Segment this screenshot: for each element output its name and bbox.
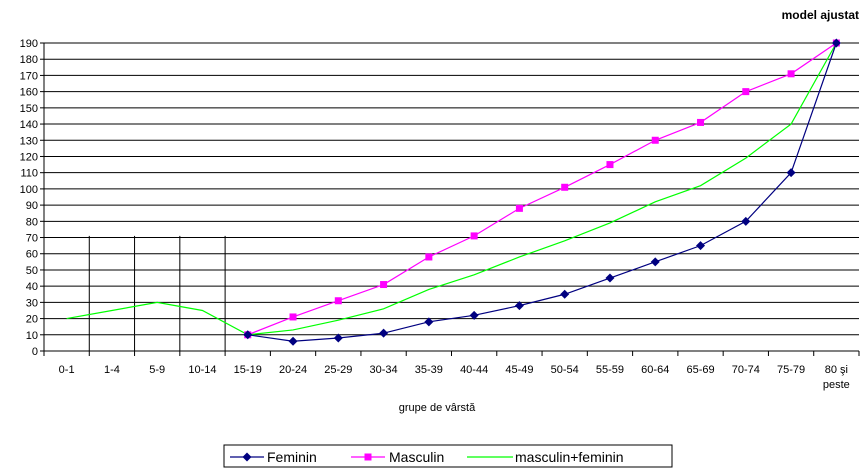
point-feminin: [333, 333, 343, 343]
point-feminin: [469, 310, 479, 320]
x-tick-label: 30-34: [370, 364, 398, 376]
y-tick-label: 120: [20, 151, 38, 163]
point-feminin: [741, 216, 751, 226]
legend-box: [223, 444, 673, 468]
point-masculin: [334, 297, 342, 305]
y-tick-label: 100: [20, 184, 38, 196]
point-feminin: [560, 289, 570, 299]
point-masculin: [425, 253, 433, 261]
y-tick-label: 160: [20, 87, 38, 99]
point-feminin: [650, 257, 660, 267]
y-tick-label: 170: [20, 70, 38, 82]
y-tick-label: 140: [20, 119, 38, 131]
point-feminin: [514, 301, 524, 311]
point-feminin: [831, 38, 841, 48]
x-tick-label: 20-24: [279, 364, 307, 376]
y-tick-label: 190: [20, 38, 38, 50]
gridlines: [44, 42, 859, 336]
point-feminin: [379, 328, 389, 338]
legend: Feminin Masculin masculin+feminin: [223, 444, 673, 468]
chart-title: model ajustat: [782, 8, 859, 22]
y-tick-label: 30: [26, 297, 38, 309]
x-tick-label: 50-54: [551, 364, 579, 376]
y-tick-label: 0: [32, 346, 38, 358]
x-tick-label: 15-19: [234, 364, 262, 376]
point-masculin: [289, 313, 297, 321]
point-feminin: [424, 317, 434, 327]
y-tick-label: 70: [26, 233, 38, 245]
x-tick-label: 0-1: [59, 364, 75, 376]
point-feminin: [605, 273, 615, 283]
point-masculin: [561, 183, 569, 191]
point-masculin: [697, 118, 705, 126]
y-tick-label: 60: [26, 249, 38, 261]
point-masculin: [651, 136, 659, 144]
y-tick-label: 10: [26, 330, 38, 342]
legend-marker-masculin: [364, 453, 372, 461]
point-masculin: [787, 70, 795, 78]
point-masculin: [606, 161, 614, 169]
series-layer: [66, 38, 841, 346]
y-tick-label: 110: [20, 168, 38, 180]
point-feminin: [696, 241, 706, 251]
series-line-masculin-feminin: [66, 42, 837, 336]
y-tick-label: 90: [26, 200, 38, 212]
point-masculin: [515, 204, 523, 212]
legend-label-feminin: Feminin: [267, 449, 317, 465]
x-tick-label: 60-64: [641, 364, 669, 376]
y-tick-label: 20: [26, 314, 38, 326]
x-tick-label: 65-69: [686, 364, 714, 376]
x-axis-title: grupe de vârstă: [399, 402, 476, 414]
x-tick-label: 80 şi: [825, 364, 848, 376]
y-tick-label: 130: [20, 135, 38, 147]
y-tick-label: 40: [26, 281, 38, 293]
point-feminin: [243, 330, 253, 340]
axes: [43, 43, 859, 352]
x-tick-label: 55-59: [596, 364, 624, 376]
x-tick-label: 75-79: [777, 364, 805, 376]
y-tick-label: 80: [26, 216, 38, 228]
y-axis-ticks: 0 10 20 30 40 50 60 70 80 90 100 110 120 130 140 150 160…: [20, 38, 44, 358]
x-tick-label: 25-29: [324, 364, 352, 376]
y-tick-label: 50: [26, 265, 38, 277]
legend-marker-feminin: [242, 452, 252, 462]
x-tick-label: 5-9: [149, 364, 165, 376]
legend-label-masculin-feminin: masculin+feminin: [515, 449, 624, 465]
x-tick-label: 1-4: [104, 364, 120, 376]
low-group-dividers: [88, 235, 226, 351]
x-tick-label: 40-44: [460, 364, 488, 376]
point-masculin: [470, 232, 478, 240]
point-feminin: [786, 168, 796, 178]
x-tick-label: 70-74: [732, 364, 760, 376]
point-feminin: [288, 336, 298, 346]
y-tick-label: 180: [20, 54, 38, 66]
legend-label-masculin: Masculin: [389, 449, 444, 465]
y-tick-label: 150: [20, 103, 38, 115]
series-line-masculin: [247, 42, 837, 336]
x-axis-ticks: 0-1 1-4 5-9 10-14 15-19 20-24 25-29 30-34 35-39 4…: [43, 351, 860, 391]
series-line-feminin: [247, 42, 837, 342]
x-tick-label: 35-39: [415, 364, 443, 376]
point-masculin: [742, 88, 750, 96]
x-tick-label: peste: [823, 379, 850, 391]
point-masculin: [380, 281, 388, 289]
x-tick-label: 45-49: [505, 364, 533, 376]
x-tick-label: 10-14: [188, 364, 216, 376]
